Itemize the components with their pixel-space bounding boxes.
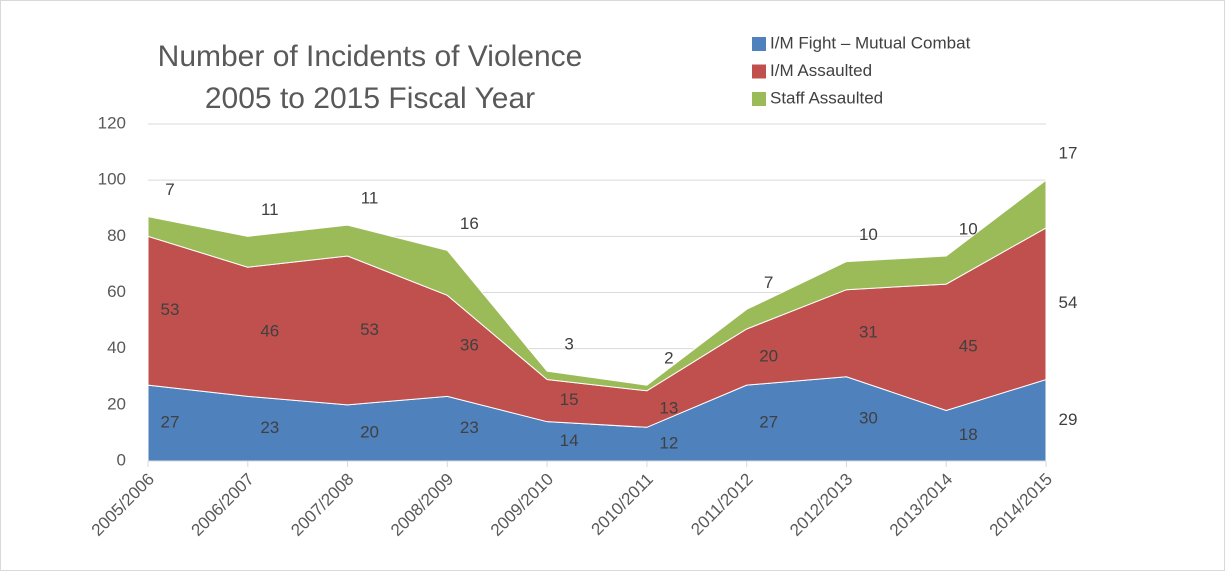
data-label: 18 [959,425,978,444]
data-label: 13 [659,399,678,418]
data-label: 7 [165,180,174,199]
y-tick-label: 100 [98,170,126,189]
data-label: 7 [764,273,773,292]
data-label: 23 [460,418,479,437]
data-label: 15 [560,390,579,409]
y-tick-label: 20 [107,394,126,413]
data-label: 53 [161,300,180,319]
data-label: 14 [560,431,579,450]
data-label: 29 [1059,410,1078,429]
chart-title: 2005 to 2015 Fiscal Year [205,82,535,115]
data-label: 12 [659,434,678,453]
data-label: 20 [759,347,778,366]
data-label: 27 [161,413,180,432]
y-tick-label: 120 [98,113,126,132]
y-tick-label: 40 [107,338,126,357]
area [147,179,1047,392]
legend-swatch [752,92,766,106]
legend-label: Staff Assaulted [770,88,883,107]
y-tick-label: 0 [117,450,126,469]
data-label: 10 [959,219,978,238]
data-label: 11 [261,200,279,219]
legend-label: I/M Assaulted [770,61,872,80]
data-label: 36 [460,335,479,354]
data-label: 2 [664,349,673,368]
data-label: 53 [360,320,379,339]
data-label: 31 [859,323,878,342]
y-tick-label: 80 [107,226,126,245]
data-label: 11 [361,189,379,208]
data-label: 27 [759,413,778,432]
data-label: 16 [460,214,479,233]
legend-label: I/M Fight – Mutual Combat [770,33,971,52]
data-label: 45 [959,337,978,356]
data-label: 10 [859,225,878,244]
data-label: 23 [260,418,279,437]
chart-title: Number of Incidents of Violence [158,40,583,73]
y-tick-label: 60 [107,282,126,301]
data-label: 54 [1059,293,1078,312]
data-label: 46 [260,321,279,340]
data-label: 3 [564,335,573,354]
data-label: 17 [1059,144,1078,163]
legend-swatch [752,37,766,51]
data-label: 30 [859,408,878,427]
data-label: 20 [360,422,379,441]
legend-swatch [752,64,766,79]
